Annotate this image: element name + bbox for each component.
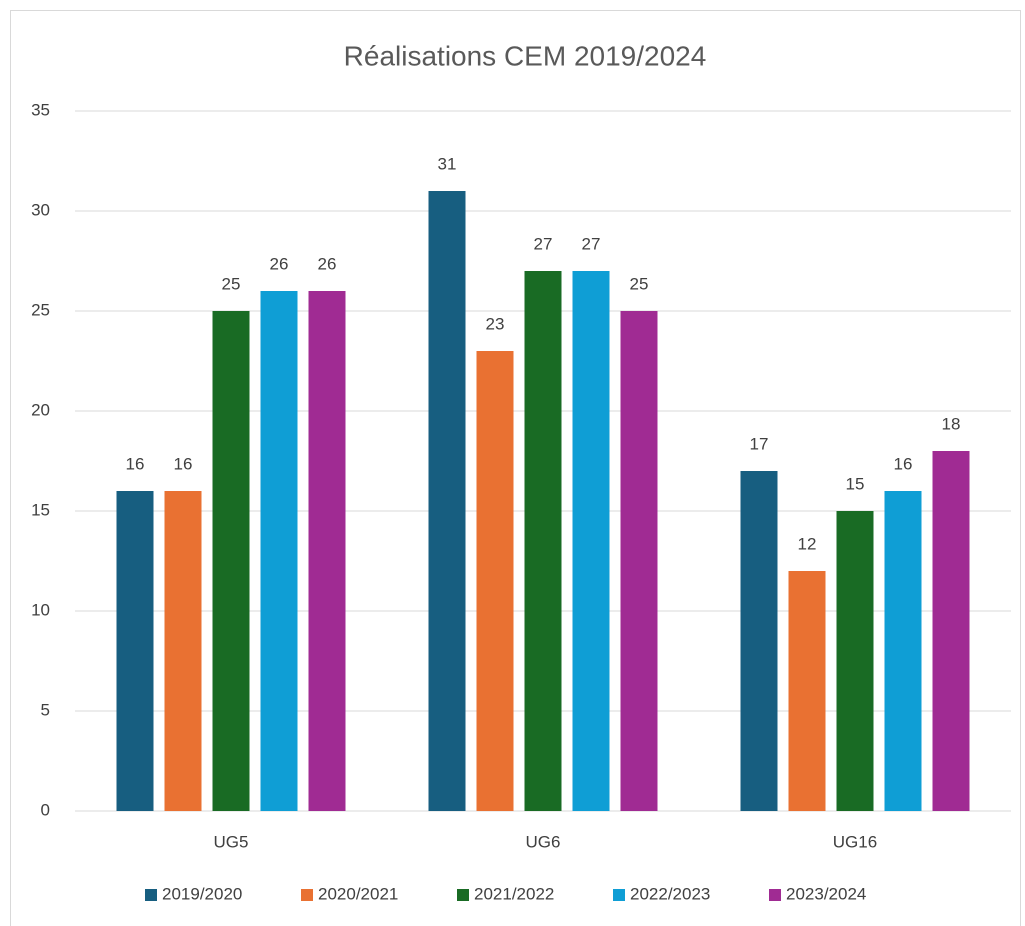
data-label: 18 [942, 414, 961, 433]
data-label: 31 [438, 154, 457, 173]
data-label: 16 [174, 454, 193, 473]
data-label: 26 [318, 254, 337, 273]
bar [164, 491, 202, 811]
x-tick-label: UG5 [214, 832, 249, 851]
bar [428, 191, 466, 811]
legend-label: 2023/2024 [786, 884, 866, 903]
data-label: 16 [894, 454, 913, 473]
bar [260, 291, 298, 811]
bar [476, 351, 514, 811]
y-tick-label: 0 [41, 800, 50, 819]
bar [212, 311, 250, 811]
y-tick-label: 15 [31, 500, 50, 519]
y-tick-label: 10 [31, 600, 50, 619]
bar [932, 451, 970, 811]
legend-swatch [613, 889, 625, 901]
legend-label: 2022/2023 [630, 884, 710, 903]
data-label: 12 [798, 534, 817, 553]
data-label: 27 [582, 234, 601, 253]
legend-swatch [769, 889, 781, 901]
legend-swatch [145, 889, 157, 901]
bar [572, 271, 610, 811]
legend-swatch [301, 889, 313, 901]
legend-swatch [457, 889, 469, 901]
y-tick-label: 30 [31, 200, 50, 219]
bar [884, 491, 922, 811]
y-tick-label: 25 [31, 300, 50, 319]
bar [116, 491, 154, 811]
data-label: 23 [486, 314, 505, 333]
data-label: 26 [270, 254, 289, 273]
x-tick-label: UG16 [833, 832, 877, 851]
bar [620, 311, 658, 811]
y-tick-label: 5 [41, 700, 50, 719]
data-label: 27 [534, 234, 553, 253]
bar [836, 511, 874, 811]
bar [788, 571, 826, 811]
data-label: 25 [630, 274, 649, 293]
data-label: 16 [126, 454, 145, 473]
data-label: 15 [846, 474, 865, 493]
y-tick-label: 35 [31, 100, 50, 119]
bar [740, 471, 778, 811]
data-label: 25 [222, 274, 241, 293]
legend-label: 2019/2020 [162, 884, 242, 903]
x-tick-label: UG6 [526, 832, 561, 851]
bar [308, 291, 346, 811]
chart-title: Réalisations CEM 2019/2024 [344, 40, 707, 71]
y-tick-label: 20 [31, 400, 50, 419]
data-label: 17 [750, 434, 769, 453]
legend-label: 2021/2022 [474, 884, 554, 903]
legend-label: 2020/2021 [318, 884, 398, 903]
bar [524, 271, 562, 811]
